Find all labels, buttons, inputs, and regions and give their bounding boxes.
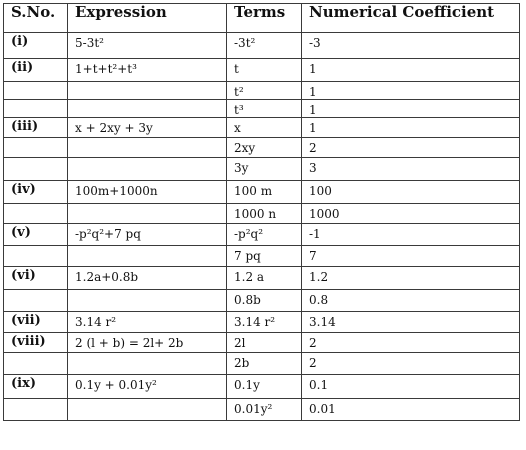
table-body: (i) 5-3t² -3t² -3 (ii) 1+t+t²+t³ t 1 t² 1 t³ 1 (iii)… <box>3 32 520 421</box>
cell-sno: (vii) <box>3 311 68 333</box>
cell-sno <box>3 81 68 100</box>
cell-coefficient: 2 <box>301 137 520 158</box>
cell-expression <box>67 289 227 312</box>
cell-expression <box>67 203 227 224</box>
table-row: 0.8b 0.8 <box>3 289 520 312</box>
cell-coefficient: 0.8 <box>301 289 520 312</box>
cell-term: 2b <box>226 352 302 375</box>
cell-expression <box>67 99 227 118</box>
cell-sno: (v) <box>3 223 68 246</box>
coefficient-table: S.No. Expression Terms Numerical Coeffic… <box>3 3 520 421</box>
cell-sno: (vi) <box>3 266 68 290</box>
table-row: (vii) 3.14 r² 3.14 r² 3.14 <box>3 311 520 333</box>
cell-sno: (viii) <box>3 332 68 353</box>
cell-coefficient: 1 <box>301 81 520 100</box>
cell-sno <box>3 137 68 158</box>
cell-sno <box>3 398 68 421</box>
cell-sno <box>3 99 68 118</box>
cell-expression: x + 2xy + 3y <box>67 117 227 138</box>
cell-sno <box>3 352 68 375</box>
cell-coefficient: -3 <box>301 32 520 59</box>
cell-sno <box>3 157 68 181</box>
cell-term: 3.14 r² <box>226 311 302 333</box>
cell-coefficient: 100 <box>301 180 520 204</box>
cell-sno <box>3 203 68 224</box>
cell-coefficient: 3 <box>301 157 520 181</box>
table-row: 1000 n 1000 <box>3 203 520 224</box>
header-sno: S.No. <box>3 3 68 33</box>
cell-sno: (i) <box>3 32 68 59</box>
cell-term: 7 pq <box>226 245 302 267</box>
header-row: S.No. Expression Terms Numerical Coeffic… <box>3 3 520 33</box>
cell-coefficient: 2 <box>301 352 520 375</box>
cell-term: t³ <box>226 99 302 118</box>
cell-coefficient: 0.1 <box>301 374 520 399</box>
cell-coefficient: 2 <box>301 332 520 353</box>
cell-expression <box>67 352 227 375</box>
cell-term: 0.1y <box>226 374 302 399</box>
cell-coefficient: 1000 <box>301 203 520 224</box>
cell-sno <box>3 289 68 312</box>
cell-expression <box>67 398 227 421</box>
cell-term: 3y <box>226 157 302 181</box>
table-row: (viii) 2 (l + b) = 2l+ 2b 2l 2 <box>3 332 520 353</box>
table-row: 2xy 2 <box>3 137 520 158</box>
cell-expression <box>67 137 227 158</box>
cell-expression: 0.1y + 0.01y² <box>67 374 227 399</box>
table-row: t² 1 <box>3 81 520 100</box>
cell-term: t <box>226 58 302 82</box>
cell-sno: (iii) <box>3 117 68 138</box>
cell-expression <box>67 245 227 267</box>
table-row: (vi) 1.2a+0.8b 1.2 a 1.2 <box>3 266 520 290</box>
cell-term: t² <box>226 81 302 100</box>
cell-sno: (iv) <box>3 180 68 204</box>
cell-term: 2xy <box>226 137 302 158</box>
cell-expression: 1+t+t²+t³ <box>67 58 227 82</box>
cell-term: 0.8b <box>226 289 302 312</box>
cell-expression <box>67 157 227 181</box>
cell-coefficient: -1 <box>301 223 520 246</box>
cell-term: 1.2 a <box>226 266 302 290</box>
cell-coefficient: 1 <box>301 99 520 118</box>
cell-expression: 1.2a+0.8b <box>67 266 227 290</box>
cell-sno: (ix) <box>3 374 68 399</box>
cell-term: -3t² <box>226 32 302 59</box>
table-row: 7 pq 7 <box>3 245 520 267</box>
cell-coefficient: 1 <box>301 117 520 138</box>
cell-sno <box>3 245 68 267</box>
cell-sno: (ii) <box>3 58 68 82</box>
table-row: (i) 5-3t² -3t² -3 <box>3 32 520 59</box>
table-row: t³ 1 <box>3 99 520 118</box>
cell-coefficient: 1 <box>301 58 520 82</box>
table-row: (v) -p²q²+7 pq -p²q² -1 <box>3 223 520 246</box>
cell-term: x <box>226 117 302 138</box>
cell-expression <box>67 81 227 100</box>
header-expression: Expression <box>67 3 227 33</box>
table-row: 3y 3 <box>3 157 520 181</box>
table-row: (ii) 1+t+t²+t³ t 1 <box>3 58 520 82</box>
cell-expression: 100m+1000n <box>67 180 227 204</box>
table-row: 2b 2 <box>3 352 520 375</box>
cell-coefficient: 3.14 <box>301 311 520 333</box>
cell-coefficient: 1.2 <box>301 266 520 290</box>
cell-coefficient: 7 <box>301 245 520 267</box>
cell-coefficient: 0.01 <box>301 398 520 421</box>
cell-expression: -p²q²+7 pq <box>67 223 227 246</box>
header-coefficient: Numerical Coefficient <box>301 3 520 33</box>
cell-term: 2l <box>226 332 302 353</box>
table-row: 0.01y² 0.01 <box>3 398 520 421</box>
header-terms: Terms <box>226 3 302 33</box>
cell-term: -p²q² <box>226 223 302 246</box>
cell-term: 100 m <box>226 180 302 204</box>
cell-term: 0.01y² <box>226 398 302 421</box>
table-row: (ix) 0.1y + 0.01y² 0.1y 0.1 <box>3 374 520 399</box>
cell-expression: 2 (l + b) = 2l+ 2b <box>67 332 227 353</box>
table-row: (iii) x + 2xy + 3y x 1 <box>3 117 520 138</box>
cell-term: 1000 n <box>226 203 302 224</box>
cell-expression: 5-3t² <box>67 32 227 59</box>
table-row: (iv) 100m+1000n 100 m 100 <box>3 180 520 204</box>
cell-expression: 3.14 r² <box>67 311 227 333</box>
